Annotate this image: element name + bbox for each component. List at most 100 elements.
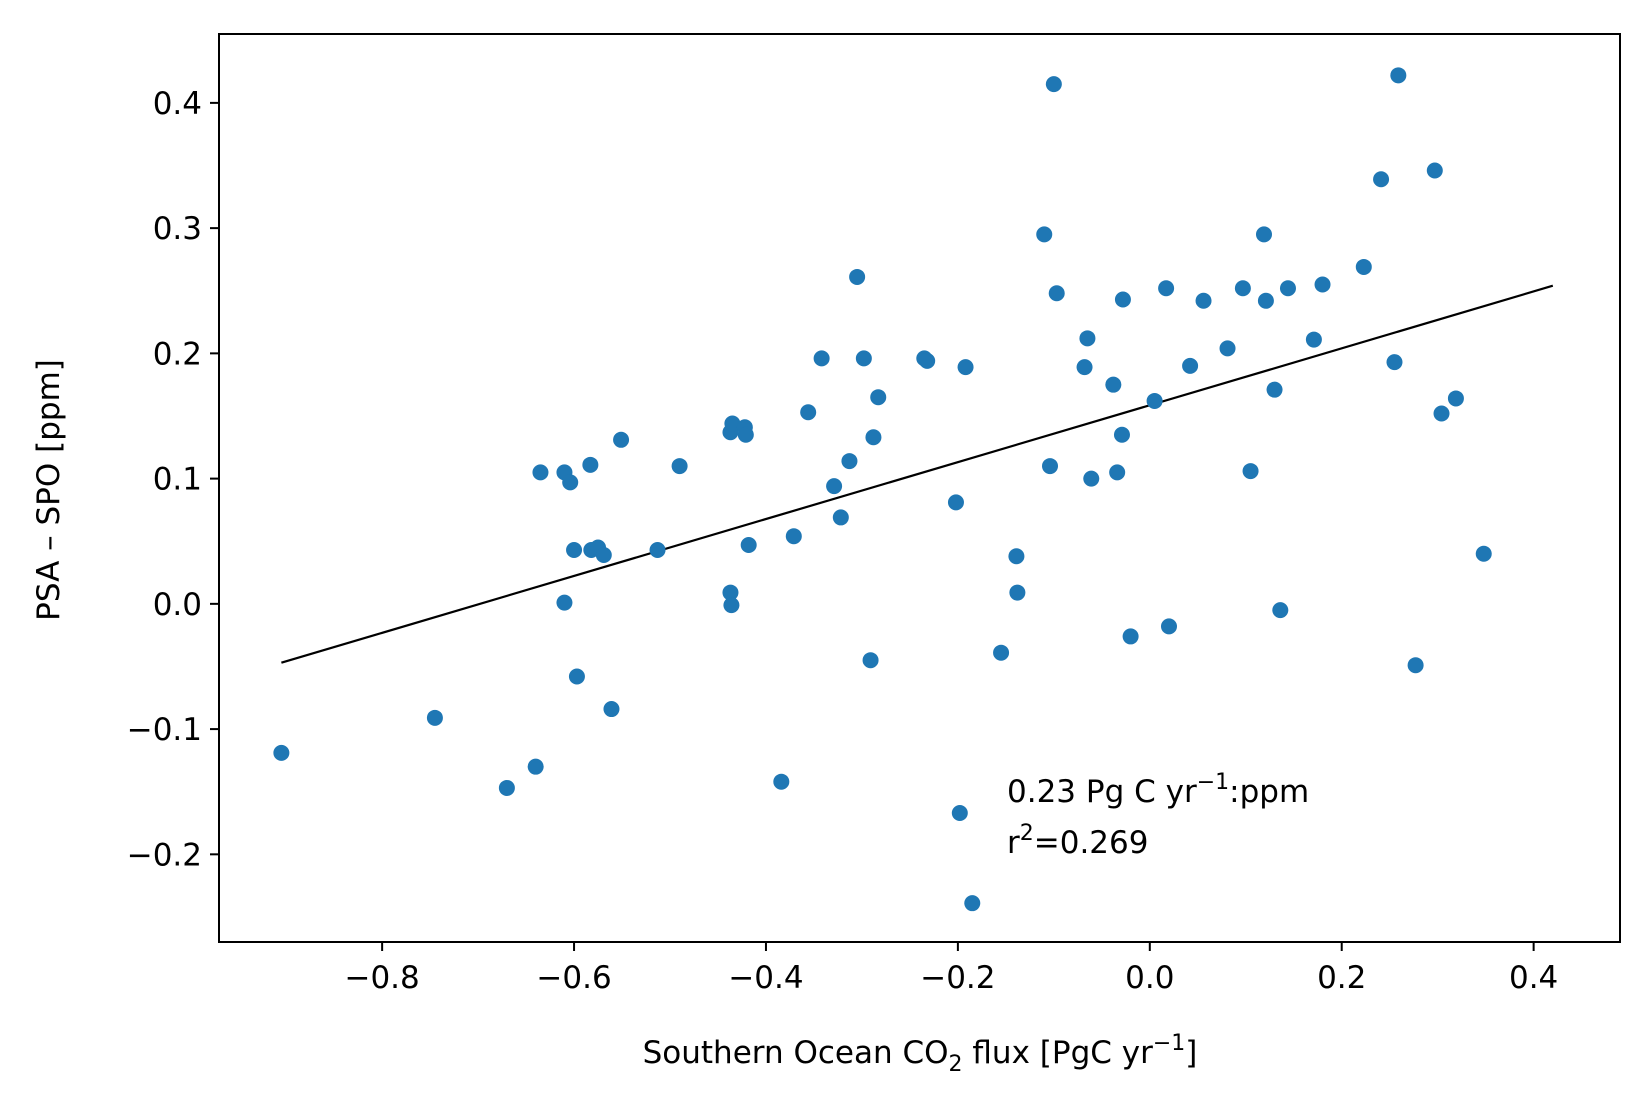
- data-point: [964, 895, 981, 912]
- data-point: [832, 509, 849, 526]
- data-point: [862, 652, 879, 669]
- data-point: [613, 431, 630, 448]
- data-point: [722, 584, 739, 601]
- x-tick-label: 0.4: [1509, 960, 1558, 996]
- data-point: [1113, 426, 1130, 443]
- x-axis-ticks: −0.8 −0.6 −0.4 −0.2 0.0 0.2 0.4: [344, 942, 1558, 996]
- data-point: [855, 350, 872, 367]
- data-point: [993, 644, 1010, 661]
- data-point: [1083, 470, 1100, 487]
- data-point: [1234, 280, 1251, 297]
- data-point: [1114, 291, 1131, 308]
- x-tick-label: 0.2: [1317, 960, 1366, 996]
- r-squared-annotation: r2=0.269: [1007, 821, 1148, 861]
- regression-line: [281, 284, 1554, 664]
- data-point: [865, 429, 882, 446]
- data-point: [532, 464, 549, 481]
- data-point: [1009, 584, 1026, 601]
- data-point: [1146, 392, 1163, 409]
- x-tick-label: −0.6: [536, 960, 611, 996]
- data-point: [426, 709, 443, 726]
- data-point: [1266, 381, 1283, 398]
- axes-frame: [218, 33, 1621, 943]
- y-tick-label: −0.1: [127, 712, 202, 748]
- data-point: [649, 541, 666, 558]
- data-point: [1426, 162, 1443, 179]
- x-tick-label: −0.4: [728, 960, 803, 996]
- data-point: [1076, 359, 1093, 376]
- data-point: [1279, 280, 1296, 297]
- data-point: [1242, 463, 1259, 480]
- data-point: [603, 701, 620, 718]
- y-tick-label: 0.0: [153, 587, 202, 623]
- data-points: [273, 67, 1492, 912]
- x-axis-label: Southern Ocean CO2 flux [PgC yr−1]: [643, 1031, 1198, 1077]
- data-point: [1386, 354, 1403, 371]
- data-point: [1160, 618, 1177, 635]
- y-tick-label: 0.3: [153, 211, 202, 247]
- data-point: [1314, 276, 1331, 293]
- y-tick-label: 0.4: [153, 86, 202, 122]
- data-point: [1433, 405, 1450, 422]
- y-axis-label: PSA – SPO [ppm]: [31, 359, 67, 621]
- data-point: [1182, 357, 1199, 374]
- data-point: [919, 352, 936, 369]
- x-tick-label: −0.2: [920, 960, 995, 996]
- data-point: [1105, 376, 1122, 393]
- data-point: [1219, 340, 1236, 357]
- data-point: [1008, 548, 1025, 565]
- data-point: [773, 773, 790, 790]
- data-point: [595, 547, 612, 564]
- data-point: [813, 350, 830, 367]
- data-point: [1036, 226, 1053, 243]
- data-point: [1475, 545, 1492, 562]
- y-tick-label: −0.2: [127, 837, 202, 873]
- data-point: [1407, 657, 1424, 674]
- data-point: [785, 528, 802, 545]
- data-point: [740, 536, 757, 553]
- data-point: [1447, 390, 1464, 407]
- x-tick-label: 0.0: [1125, 960, 1174, 996]
- data-point: [947, 494, 964, 511]
- data-point: [566, 541, 583, 558]
- data-point: [1045, 76, 1062, 93]
- data-point: [582, 456, 599, 473]
- data-point: [671, 458, 688, 475]
- data-point: [737, 426, 754, 443]
- data-point: [841, 453, 858, 470]
- data-point: [556, 594, 573, 611]
- data-point: [273, 744, 290, 761]
- data-point: [1122, 628, 1139, 645]
- data-point: [957, 359, 974, 376]
- data-point: [951, 805, 968, 822]
- data-point: [1079, 330, 1096, 347]
- data-point: [1195, 292, 1212, 309]
- data-point: [849, 268, 866, 285]
- y-tick-label: 0.2: [153, 336, 202, 372]
- data-point: [870, 389, 887, 406]
- data-point: [800, 404, 817, 421]
- data-point: [724, 415, 741, 432]
- data-point: [723, 597, 740, 614]
- data-point: [1048, 285, 1065, 302]
- data-point: [1042, 458, 1059, 475]
- fit-line-layer: [281, 284, 1554, 664]
- data-point: [1305, 331, 1322, 348]
- y-tick-label: 0.1: [153, 462, 202, 498]
- data-point: [1355, 258, 1372, 275]
- data-point: [1158, 280, 1175, 297]
- data-point: [498, 779, 515, 796]
- data-point: [826, 478, 843, 495]
- data-point: [568, 668, 585, 685]
- data-point: [1373, 171, 1390, 188]
- data-point: [1390, 67, 1407, 84]
- data-point: [1109, 464, 1126, 481]
- data-point: [1257, 292, 1274, 309]
- slope-annotation: 0.23 Pg C yr−1:ppm: [1007, 770, 1309, 810]
- data-point: [562, 474, 579, 491]
- data-point: [527, 758, 544, 775]
- y-axis-ticks: −0.2 −0.1 0.0 0.1 0.2 0.3 0.4: [127, 86, 219, 873]
- data-point: [1255, 226, 1272, 243]
- data-point: [1272, 602, 1289, 619]
